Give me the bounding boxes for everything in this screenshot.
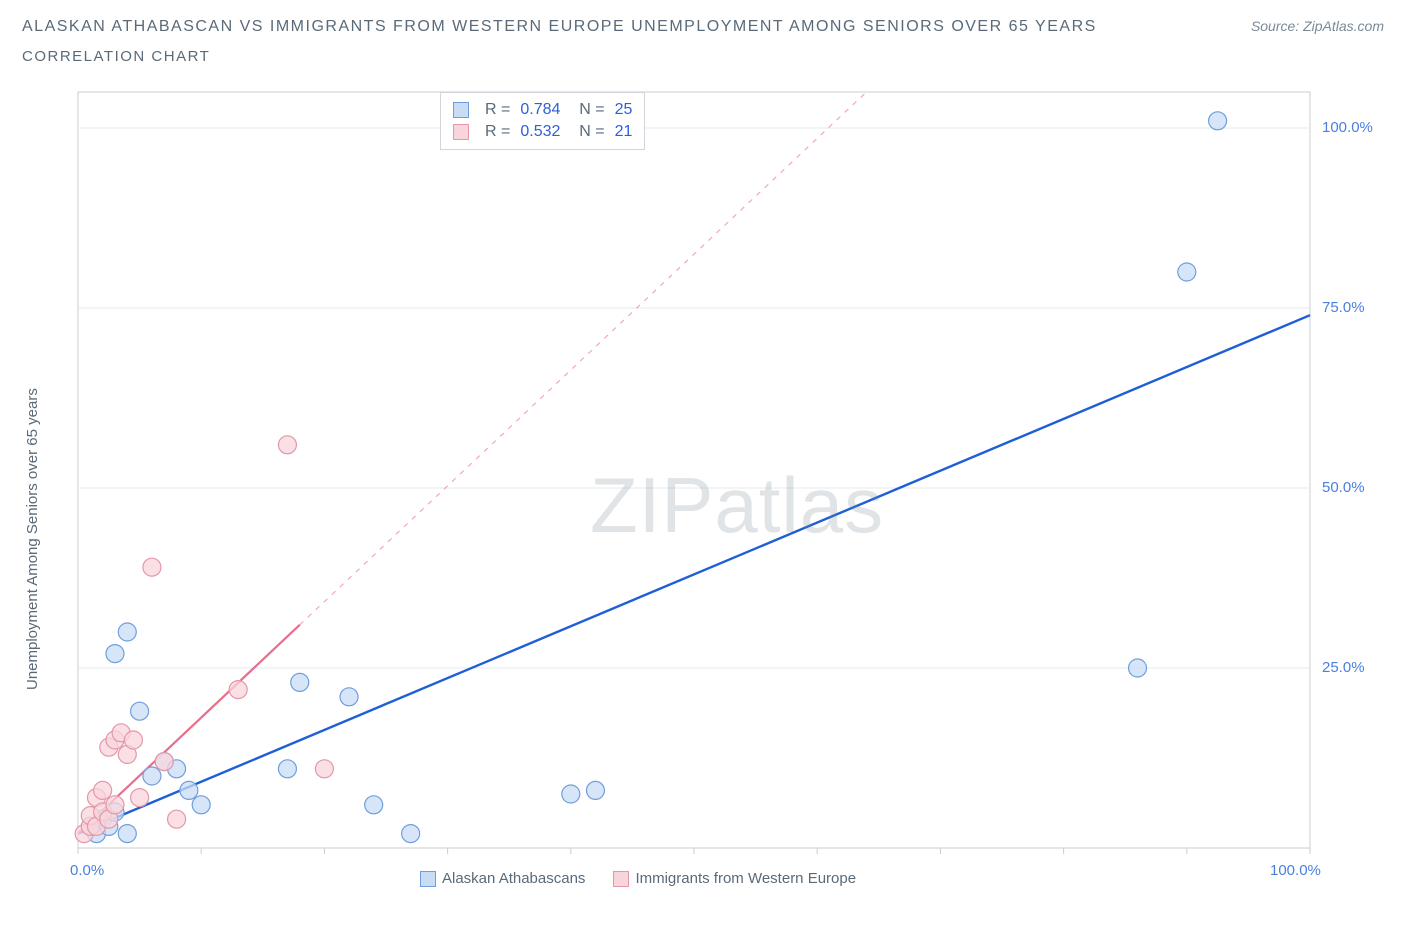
scatter-plot [60, 80, 1386, 880]
legend-swatch [420, 871, 436, 887]
stat-n-value: 21 [615, 123, 633, 141]
stat-r-label: R = [485, 101, 510, 119]
legend-item: Alaskan Athabascans [420, 870, 585, 887]
stat-r-value: 0.784 [520, 101, 560, 119]
stat-n-label: N = [570, 101, 604, 119]
legend-label: Alaskan Athabascans [442, 870, 585, 887]
stat-row: R = 0.532 N = 21 [453, 121, 632, 143]
source-label: Source: ZipAtlas.com [1251, 18, 1384, 34]
chart-area: ZIPatlas R = 0.784 N = 25R = 0.532 N = 2… [60, 80, 1386, 880]
chart-subtitle: CORRELATION CHART [0, 40, 1406, 71]
legend-swatch [613, 871, 629, 887]
bottom-legend: Alaskan Athabascans Immigrants from Weste… [420, 870, 856, 887]
legend-swatch [453, 102, 469, 118]
y-tick-label: 100.0% [1322, 119, 1373, 136]
stat-r-label: R = [485, 123, 510, 141]
legend-item: Immigrants from Western Europe [613, 870, 856, 887]
stat-n-value: 25 [615, 101, 633, 119]
correlation-stat-box: R = 0.784 N = 25R = 0.532 N = 21 [440, 92, 645, 150]
y-axis-label: Unemployment Among Seniors over 65 years [24, 388, 41, 690]
y-tick-label: 50.0% [1322, 479, 1365, 496]
stat-r-value: 0.532 [520, 123, 560, 141]
legend-label: Immigrants from Western Europe [635, 870, 856, 887]
x-tick-label: 0.0% [70, 862, 104, 879]
x-tick-label: 100.0% [1270, 862, 1321, 879]
legend-swatch [453, 124, 469, 140]
chart-title: ALASKAN ATHABASCAN VS IMMIGRANTS FROM WE… [22, 18, 1097, 36]
y-tick-label: 25.0% [1322, 659, 1365, 676]
stat-n-label: N = [570, 123, 604, 141]
y-tick-label: 75.0% [1322, 299, 1365, 316]
stat-row: R = 0.784 N = 25 [453, 99, 632, 121]
